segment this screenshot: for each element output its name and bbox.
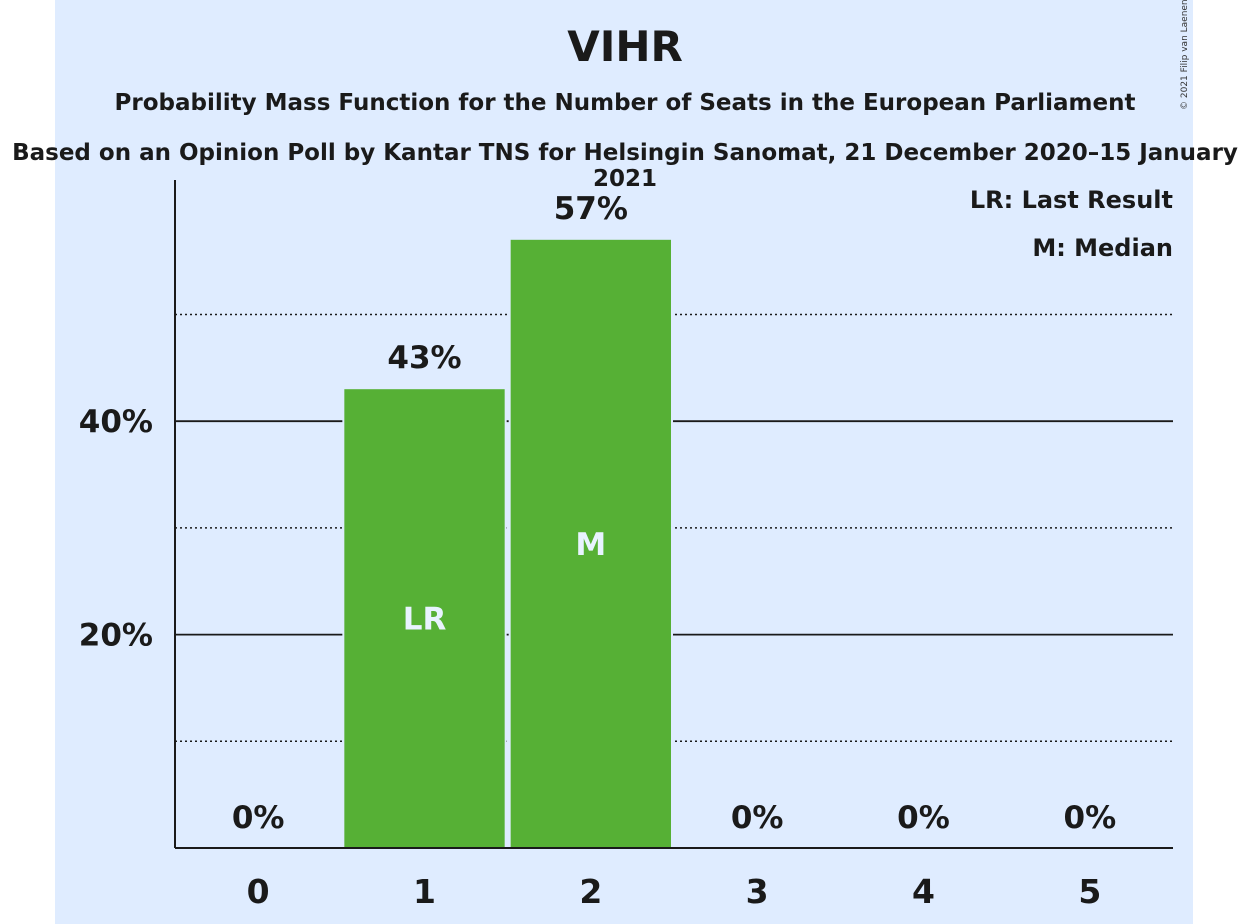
bar <box>344 389 505 848</box>
legend-last-result: LR: Last Result <box>969 186 1173 214</box>
x-tick-label: 4 <box>912 872 935 911</box>
chart-title: VIHR <box>567 22 683 71</box>
bar-value-label: 43% <box>387 340 461 376</box>
legend-median: M: Median <box>1032 234 1173 262</box>
bar-value-label: 0% <box>1064 800 1117 836</box>
y-tick-label: 40% <box>79 404 153 440</box>
x-tick-label: 5 <box>1078 872 1101 911</box>
y-tick-label: 20% <box>79 618 153 654</box>
x-tick-label: 1 <box>413 872 436 911</box>
bar-value-label: 0% <box>232 800 285 836</box>
bar-value-label: 0% <box>897 800 950 836</box>
x-tick-label: 0 <box>247 872 270 911</box>
x-tick-label: 2 <box>579 872 602 911</box>
bar-annotation: LR <box>403 602 447 638</box>
bar-value-label: 0% <box>731 800 784 836</box>
chart-source-subtitle: Based on an Opinion Poll by Kantar TNS f… <box>12 140 1238 192</box>
bar-annotation: M <box>575 527 606 563</box>
bar-value-label: 57% <box>554 191 628 227</box>
bar <box>510 239 671 848</box>
chart-subtitle: Probability Mass Function for the Number… <box>114 90 1136 116</box>
x-tick-label: 3 <box>746 872 769 911</box>
